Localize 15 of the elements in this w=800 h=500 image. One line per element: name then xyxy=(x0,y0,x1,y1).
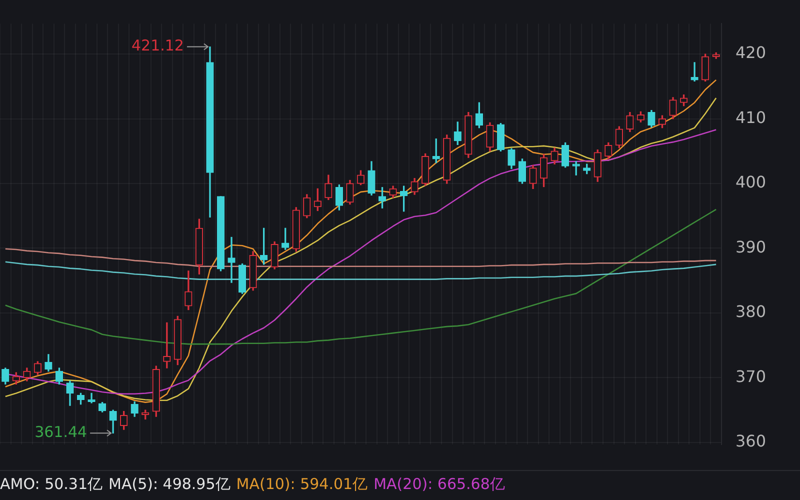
candlestick xyxy=(228,236,236,283)
y-tick-label: 400 xyxy=(735,172,766,192)
text: AMO: 50.31亿 xyxy=(0,475,103,493)
y-tick-label: 360 xyxy=(735,432,766,451)
text: MA(20): 665.68亿 xyxy=(374,475,505,493)
y-tick-label: 380 xyxy=(735,302,766,322)
text: MA(5): 498.95亿 xyxy=(108,475,230,493)
annotation: 421.12 xyxy=(131,36,184,55)
y-tick-label: 410 xyxy=(735,108,766,127)
y-tick-label: 420 xyxy=(735,43,766,62)
y-tick-label: 370 xyxy=(735,366,766,386)
text: MA(10): 594.01亿 xyxy=(236,475,368,493)
annotation: 361.44 xyxy=(34,423,88,442)
y-tick-label: 390 xyxy=(735,237,766,256)
candlestick xyxy=(690,62,698,82)
